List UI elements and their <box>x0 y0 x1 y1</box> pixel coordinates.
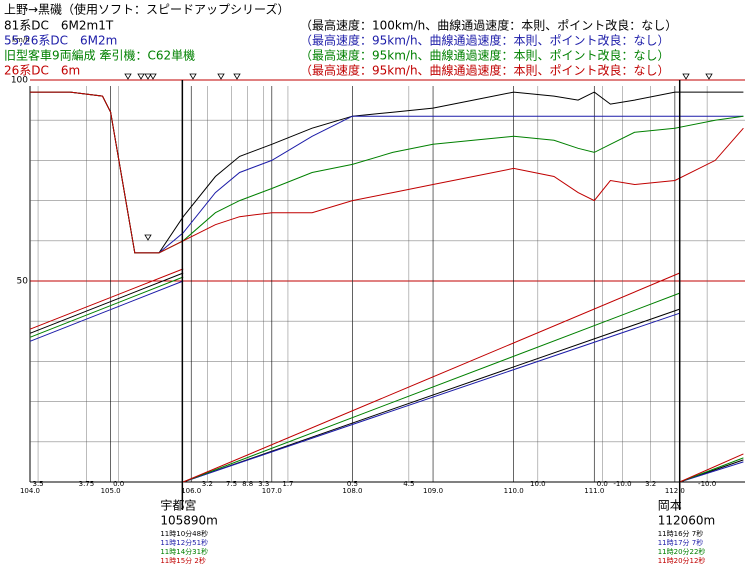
gradient-label: 0.5 <box>347 480 358 488</box>
gradient-label: 3.2 <box>645 480 656 488</box>
y-tick-label: 50 <box>17 277 29 287</box>
x-tick-label: 104.0 <box>20 487 40 495</box>
legend-entry: 81系DC 6M2m1T <box>4 19 114 33</box>
gradient-label: 0.0 <box>113 480 124 488</box>
legend-note: （最高速度：95km/h、曲線通過速度：本則、ポイント改良：なし） <box>300 48 670 63</box>
time-curve <box>29 280 744 483</box>
station-distance: 112060m <box>658 514 716 528</box>
time-curve <box>29 276 744 483</box>
time-curve <box>29 272 744 483</box>
station-name: 岡本 <box>658 499 682 513</box>
legend-entry: 26系DC 6m <box>4 64 80 78</box>
arrival-time: 11時20分12秒 <box>658 556 706 565</box>
arrival-time: 11時12分51秒 <box>160 538 208 547</box>
x-tick-label: 112.0 <box>665 487 685 495</box>
y-unit: km/h <box>12 36 30 44</box>
gradient-label: 1.7 <box>282 480 293 488</box>
arrival-time: 11時14分31秒 <box>160 547 208 556</box>
gradient-label: 8.8 <box>242 480 253 488</box>
speed-curve <box>30 91 744 254</box>
time-curve <box>29 268 744 483</box>
x-tick-label: 107.0 <box>262 487 282 495</box>
legend-note: （最高速度：95km/h、曲線通過速度：本則、ポイント改良：なし） <box>300 63 670 78</box>
x-tick-label: 108.0 <box>342 487 362 495</box>
gradient-label: 10.0 <box>530 480 546 488</box>
x-tick-label: 110.0 <box>504 487 524 495</box>
x-tick-label: 105.0 <box>101 487 121 495</box>
gradient-label: 0.0 <box>597 480 608 488</box>
arrival-time: 11時15分 2秒 <box>160 556 206 565</box>
x-tick-label: 111.0 <box>584 487 604 495</box>
speed-curve <box>30 91 744 254</box>
gradient-label: 3.5 <box>32 480 43 488</box>
legend-entry: 55,26系DC 6M2m <box>4 34 117 48</box>
gradient-label: 3.75 <box>79 480 95 488</box>
y-tick-label: 100 <box>11 76 28 86</box>
arrival-time: 11時16分 7秒 <box>658 529 704 538</box>
legend-note: （最高速度：100km/h、曲線通過速度：本則、ポイント改良：なし） <box>300 18 677 33</box>
gradient-label: -10.0 <box>613 480 631 488</box>
legend-entry: 旧型客車9両編成 牽引機：C62単機 <box>4 48 195 63</box>
x-tick-label: 106.0 <box>181 487 201 495</box>
x-tick-label: 109.0 <box>423 487 443 495</box>
signal-markers <box>124 73 713 241</box>
station-distance: 105890m <box>160 514 218 528</box>
arrival-time: 11時17分 7秒 <box>658 538 704 547</box>
station-name: 宇都宮 <box>160 498 196 513</box>
chart-title: 上野→黒磯（使用ソフト：スピードアップシリーズ） <box>4 2 289 17</box>
arrival-time: 11時10分48秒 <box>160 529 208 538</box>
gradient-label: 3.3 <box>258 480 269 488</box>
gradient-label: -10.0 <box>698 480 716 488</box>
legend-note: （最高速度：95km/h、曲線通過速度：本則、ポイント改良：なし） <box>300 33 670 48</box>
gradient-label: 4.5 <box>403 480 414 488</box>
arrival-time: 11時20分22秒 <box>658 547 706 556</box>
gradient-label: 3.2 <box>202 480 213 488</box>
gradient-label: 7.5 <box>226 480 237 488</box>
